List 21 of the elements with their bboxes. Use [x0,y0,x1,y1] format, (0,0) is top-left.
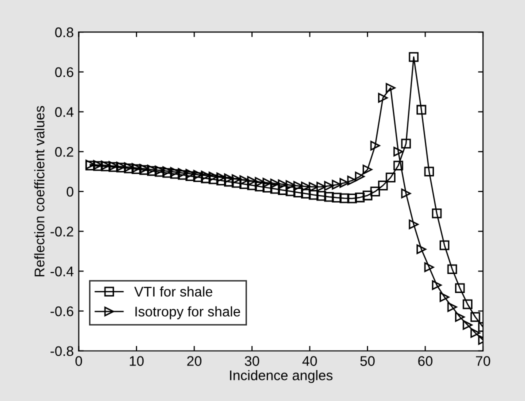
y-tick-label: -0.4 [50,266,74,276]
x-axis-title: Incidence angles [230,370,332,384]
x-tick-label: 10 [130,356,144,366]
x-tick-label: 30 [244,356,260,366]
y-tick-label: 0 [66,186,74,197]
y-tick-label: 0.8 [55,27,74,38]
legend-label: Isotropy for shale [135,306,240,320]
x-tick-label: 40 [302,356,317,366]
y-axis-title: Reflection coefficient values [34,106,44,276]
y-tick-label: 0.4 [55,107,74,117]
x-tick-label: 50 [360,356,375,366]
y-tick-label: 0.6 [55,67,74,78]
x-tick-label: 0 [75,356,82,366]
x-tick-label: 20 [187,356,202,366]
y-tick-label: 0.2 [55,146,74,157]
y-tick-label: -0.2 [50,226,74,236]
x-tick-label: 60 [418,356,432,366]
x-tick-label: 70 [476,356,490,366]
y-tick-label: -0.8 [50,346,74,356]
legend-label: VTI for shale [134,286,212,297]
y-tick-label: -0.6 [50,306,74,316]
